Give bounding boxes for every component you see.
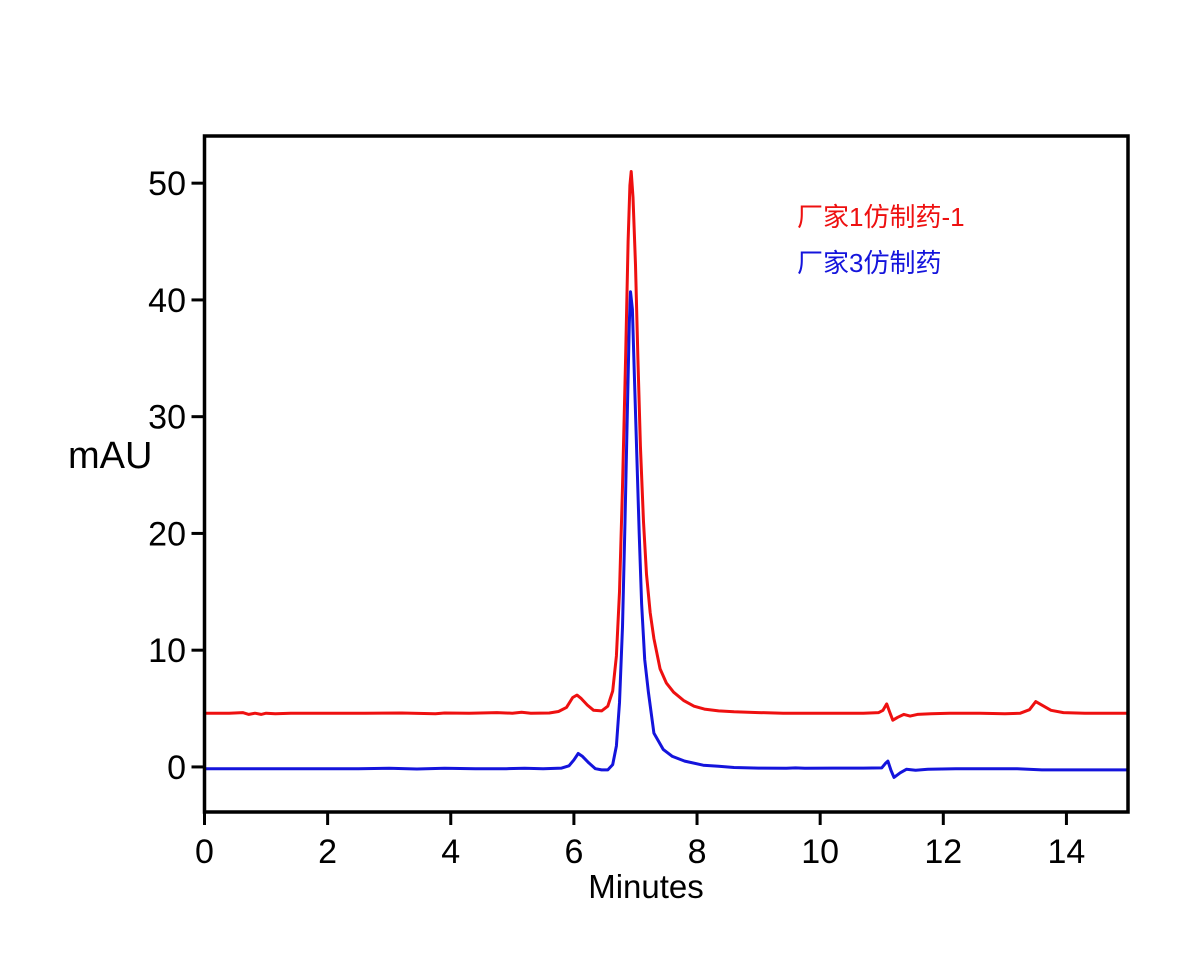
y-axis-title: mAU	[68, 435, 153, 477]
y-tick-label: 30	[148, 399, 186, 437]
trace-series-2	[203, 290, 1130, 779]
y-tick-label: 10	[148, 632, 186, 670]
y-tick-label: 50	[148, 165, 186, 203]
y-tick-label: 40	[148, 282, 186, 320]
y-tick-label: 20	[148, 515, 186, 553]
x-tick-label: 4	[441, 833, 460, 871]
x-tick-label: 0	[195, 833, 214, 871]
x-tick-label: 14	[1048, 833, 1086, 871]
legend-item-series1: 厂家1仿制药-1	[797, 202, 965, 232]
trace-series-1	[203, 170, 1130, 722]
legend: 厂家1仿制药-1 厂家3仿制药	[797, 204, 965, 276]
x-tick-label: 10	[801, 833, 839, 871]
x-tick-label: 12	[924, 833, 962, 871]
x-tick-label: 2	[318, 833, 337, 871]
y-tick-label: 0	[167, 749, 186, 787]
plot-frame	[202, 134, 1130, 814]
x-axis-title: Minutes	[588, 868, 704, 905]
legend-item-series2: 厂家3仿制药	[797, 248, 942, 278]
x-tick-label: 8	[688, 833, 707, 871]
x-tick-label: 6	[564, 833, 583, 871]
